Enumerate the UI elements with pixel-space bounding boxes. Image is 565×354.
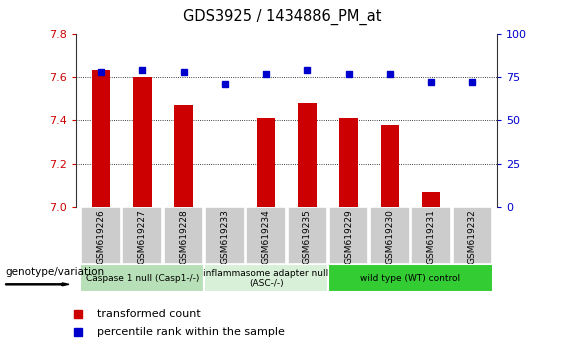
Bar (370, 207, 410, 264)
Text: GDS3925 / 1434886_PM_at: GDS3925 / 1434886_PM_at (183, 9, 382, 25)
Bar (246, 207, 286, 264)
Bar (422, 192, 441, 207)
Bar (204, 264, 328, 292)
Bar (340, 118, 358, 207)
Bar (81, 207, 121, 264)
Text: inflammasome adapter null
(ASC-/-): inflammasome adapter null (ASC-/-) (203, 269, 329, 288)
Text: GSM619230: GSM619230 (385, 209, 394, 264)
Text: GSM619235: GSM619235 (303, 209, 312, 264)
Bar (329, 207, 368, 264)
Bar (288, 207, 327, 264)
Text: genotype/variation: genotype/variation (6, 267, 105, 277)
Text: GSM619226: GSM619226 (97, 209, 106, 263)
Bar (381, 125, 399, 207)
Bar (257, 118, 275, 207)
Bar (453, 207, 492, 264)
Text: transformed count: transformed count (97, 309, 201, 319)
Bar (133, 77, 151, 207)
Text: GSM619229: GSM619229 (344, 209, 353, 263)
Text: GSM619232: GSM619232 (468, 209, 477, 263)
Bar (92, 70, 110, 207)
Bar (205, 207, 245, 264)
Text: wild type (WT) control: wild type (WT) control (360, 274, 460, 283)
Text: percentile rank within the sample: percentile rank within the sample (97, 327, 285, 337)
Bar (328, 264, 493, 292)
Bar (411, 207, 451, 264)
Bar (80, 264, 204, 292)
Bar (298, 103, 316, 207)
Text: GSM619231: GSM619231 (427, 209, 436, 264)
Bar (123, 207, 162, 264)
Text: Caspase 1 null (Casp1-/-): Caspase 1 null (Casp1-/-) (86, 274, 199, 283)
Text: GSM619227: GSM619227 (138, 209, 147, 263)
Text: GSM619233: GSM619233 (220, 209, 229, 264)
Text: GSM619234: GSM619234 (262, 209, 271, 263)
Bar (164, 207, 203, 264)
Text: GSM619228: GSM619228 (179, 209, 188, 263)
Bar (174, 105, 193, 207)
